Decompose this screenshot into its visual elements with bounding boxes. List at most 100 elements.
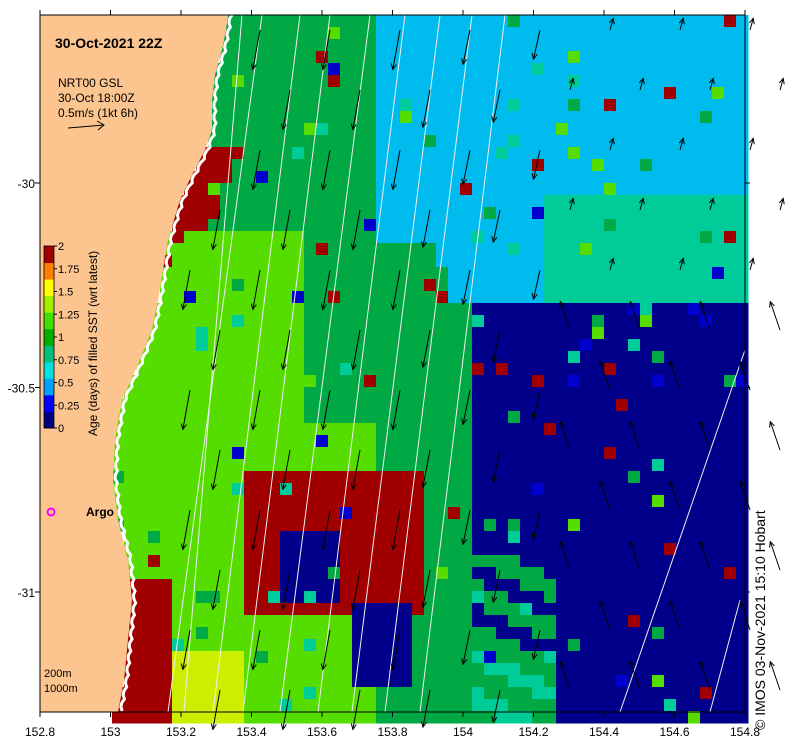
sst-cell [532,471,545,484]
sst-cell [520,195,533,208]
sst-cell [628,435,641,448]
sst-cell [676,147,689,160]
sst-cell [184,243,197,256]
sst-cell [268,267,281,280]
sst-cell [292,111,305,124]
sst-cell [280,75,293,88]
sst-cell [736,51,749,64]
current-arrow [748,17,755,31]
sst-cell [640,435,653,448]
sst-cell [592,519,605,532]
sst-cell [280,423,293,436]
sst-cell [280,639,293,652]
sst-cell [208,327,221,340]
sst-cell [520,555,533,568]
sst-cell [400,651,413,664]
sst-cell [448,519,461,532]
sst-cell [376,471,389,484]
sst-cell [520,447,533,460]
sst-cell [256,219,269,232]
sst-cell [580,627,593,640]
sst-cell [532,423,545,436]
sst-cell [616,543,629,556]
colorbar-tick-label: 0.25 [58,400,79,412]
sst-cell [628,363,641,376]
sst-cell [268,615,281,628]
sst-cell [628,291,641,304]
sst-cell [256,411,269,424]
sst-cell [640,579,653,592]
sst-cell [736,147,749,160]
current-ref-line3: 0.5m/s (1kt 6h) [58,106,138,120]
sst-cell [160,303,173,316]
sst-cell [400,51,413,64]
sst-cell [664,423,677,436]
sst-cell [376,243,389,256]
sst-cell [448,579,461,592]
sst-cell [256,567,269,580]
sst-cell [244,495,257,508]
sst-cell [268,435,281,448]
sst-cell [412,531,425,544]
sst-cell [616,459,629,472]
sst-cell [688,195,701,208]
sst-cell [340,87,353,100]
sst-cell [160,471,173,484]
sst-cell [604,627,617,640]
sst-cell [724,39,737,52]
sst-cell [664,651,677,664]
sst-cell [496,483,509,496]
sst-cell [652,231,665,244]
sst-cell [628,675,641,688]
sst-cell [508,183,521,196]
sst-cell [232,555,245,568]
current-arrow [280,449,291,491]
sst-cell [232,387,245,400]
sst-cell [592,327,605,340]
sst-cell [412,435,425,448]
sst-cell [364,195,377,208]
current-arrow [531,629,541,661]
sst-cell [724,15,737,28]
sst-cell [688,387,701,400]
sst-cell [688,315,701,328]
sst-cell [484,327,497,340]
sst-cell [292,411,305,424]
sst-cell [664,615,677,628]
sst-cell [292,159,305,172]
sst-cell [328,327,341,340]
sst-cell [544,495,557,508]
sst-cell [316,327,329,340]
sst-cell [400,687,413,700]
sst-cell [328,231,341,244]
sst-cell [736,627,749,640]
current-arrow [280,689,291,731]
sst-cell [448,627,461,640]
sst-cell [292,531,305,544]
sst-cell [220,183,233,196]
colorbar-tick-label: 0 [58,423,64,435]
sst-cell [184,279,197,292]
current-arrow [531,149,541,181]
sst-cell [232,339,245,352]
sst-cell [256,255,269,268]
sst-cell [676,111,689,124]
sst-cell [508,375,521,388]
sst-cell [256,99,269,112]
sst-cell [292,711,305,724]
sst-cell [496,675,509,688]
sst-cell [508,159,521,172]
sst-cell [352,447,365,460]
sst-cell [364,339,377,352]
sst-cell [232,435,245,448]
sst-cell [700,27,713,40]
sst-cell [436,591,449,604]
sst-cell [292,243,305,256]
sst-cell [328,639,341,652]
sst-cell [232,279,245,292]
sst-cell [688,279,701,292]
sst-cell [628,447,641,460]
colorbar-tick-label: 1.75 [58,264,79,276]
sst-cell [244,687,257,700]
sst-cell [424,327,437,340]
